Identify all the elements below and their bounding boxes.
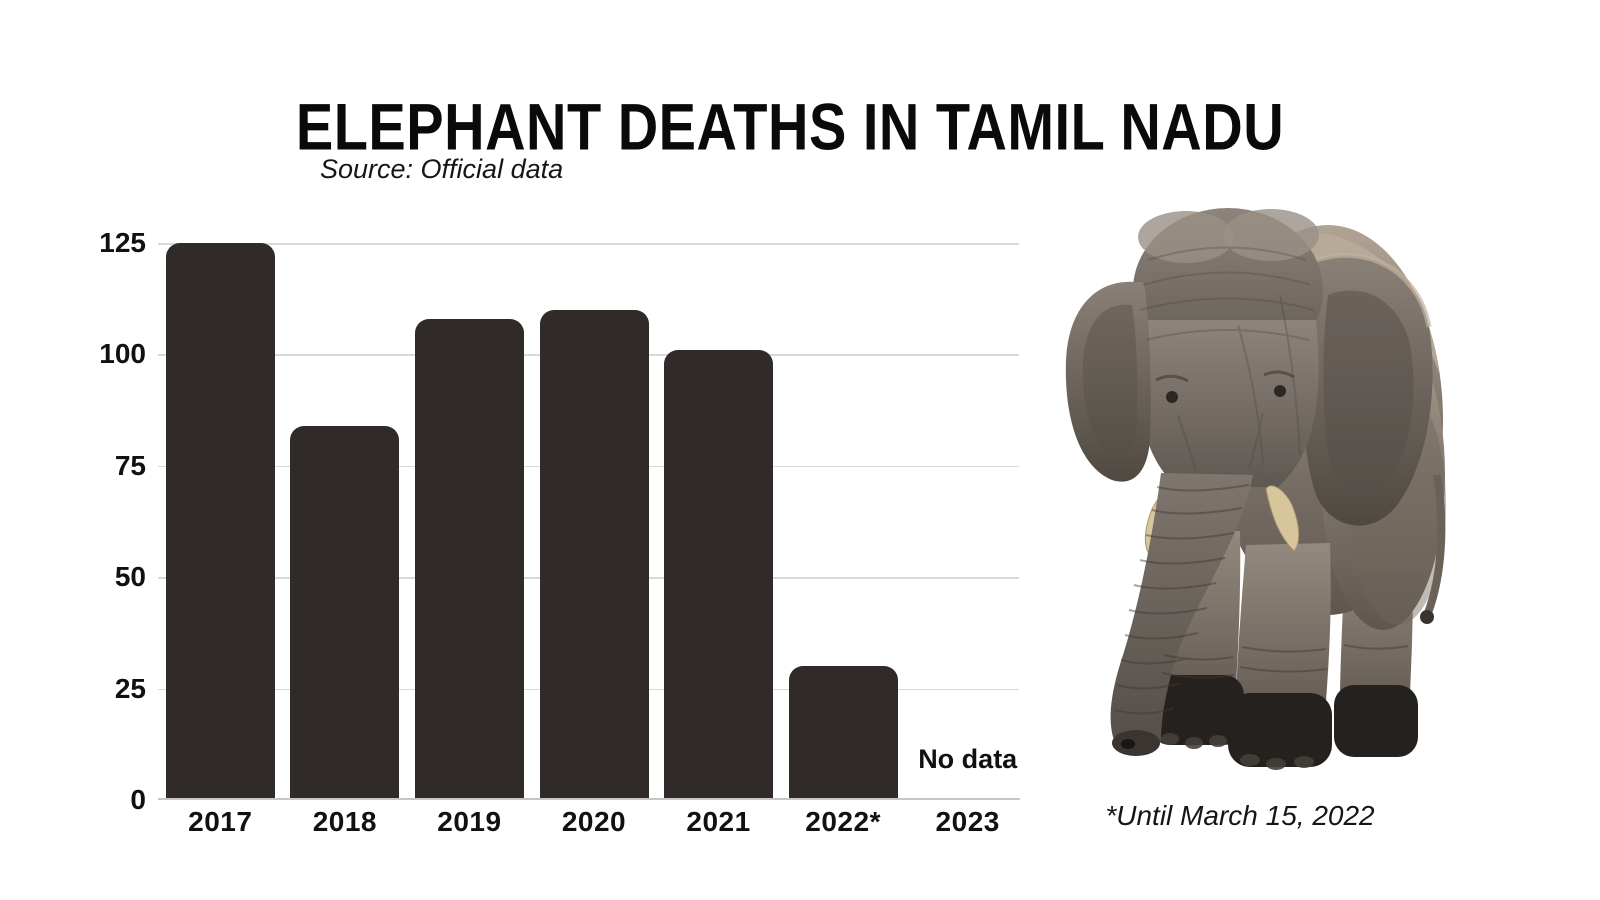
y-axis-label: 75 (114, 449, 146, 481)
elephant-left-ear (1065, 281, 1151, 482)
elephant-tail (1424, 474, 1446, 615)
elephant-tusk (1265, 485, 1300, 552)
elephant-photo (1065, 208, 1446, 770)
elephant-eye (1274, 385, 1286, 397)
x-axis-label: 2017 (188, 806, 253, 837)
y-axis-label: 25 (114, 672, 146, 704)
no-data-label: No data (918, 744, 1018, 774)
bar-2022 (788, 666, 898, 800)
x-axis-label: 2018 (312, 806, 377, 837)
bar-2020 (539, 309, 649, 800)
x-axis-label: 2020 (561, 806, 627, 837)
x-axis-label: 2019 (437, 806, 502, 837)
elephant-eye (1166, 391, 1178, 403)
bar-chart-plot-area (158, 243, 1030, 800)
bar-2021 (664, 349, 774, 800)
bar-2017 (165, 243, 275, 800)
elephant-forehead-wrinkles (1139, 246, 1315, 471)
x-axis-label: 2022* (805, 806, 881, 837)
footnote: *Until March 15, 2022 (1105, 800, 1375, 831)
y-axis-label: 125 (99, 227, 146, 258)
source-note: Source: Official data (320, 154, 564, 184)
x-axis-label: 2023 (935, 806, 1000, 837)
gridline (158, 243, 1019, 245)
bar-2018 (290, 425, 400, 800)
elephant-wrinkles (1114, 484, 1409, 715)
bar-2019 (414, 318, 524, 800)
elephant-front-right-leg (1236, 543, 1331, 701)
y-axis-label: 0 (130, 784, 146, 815)
y-axis-label: 50 (114, 561, 146, 593)
y-axis-label: 100 (99, 338, 146, 370)
elephant-trunk (1110, 473, 1253, 750)
page-title: ELEPHANT DEATHS IN TAMIL NADU (295, 89, 1285, 164)
x-axis-label: 2021 (686, 806, 751, 837)
x-axis-line (158, 798, 1020, 800)
